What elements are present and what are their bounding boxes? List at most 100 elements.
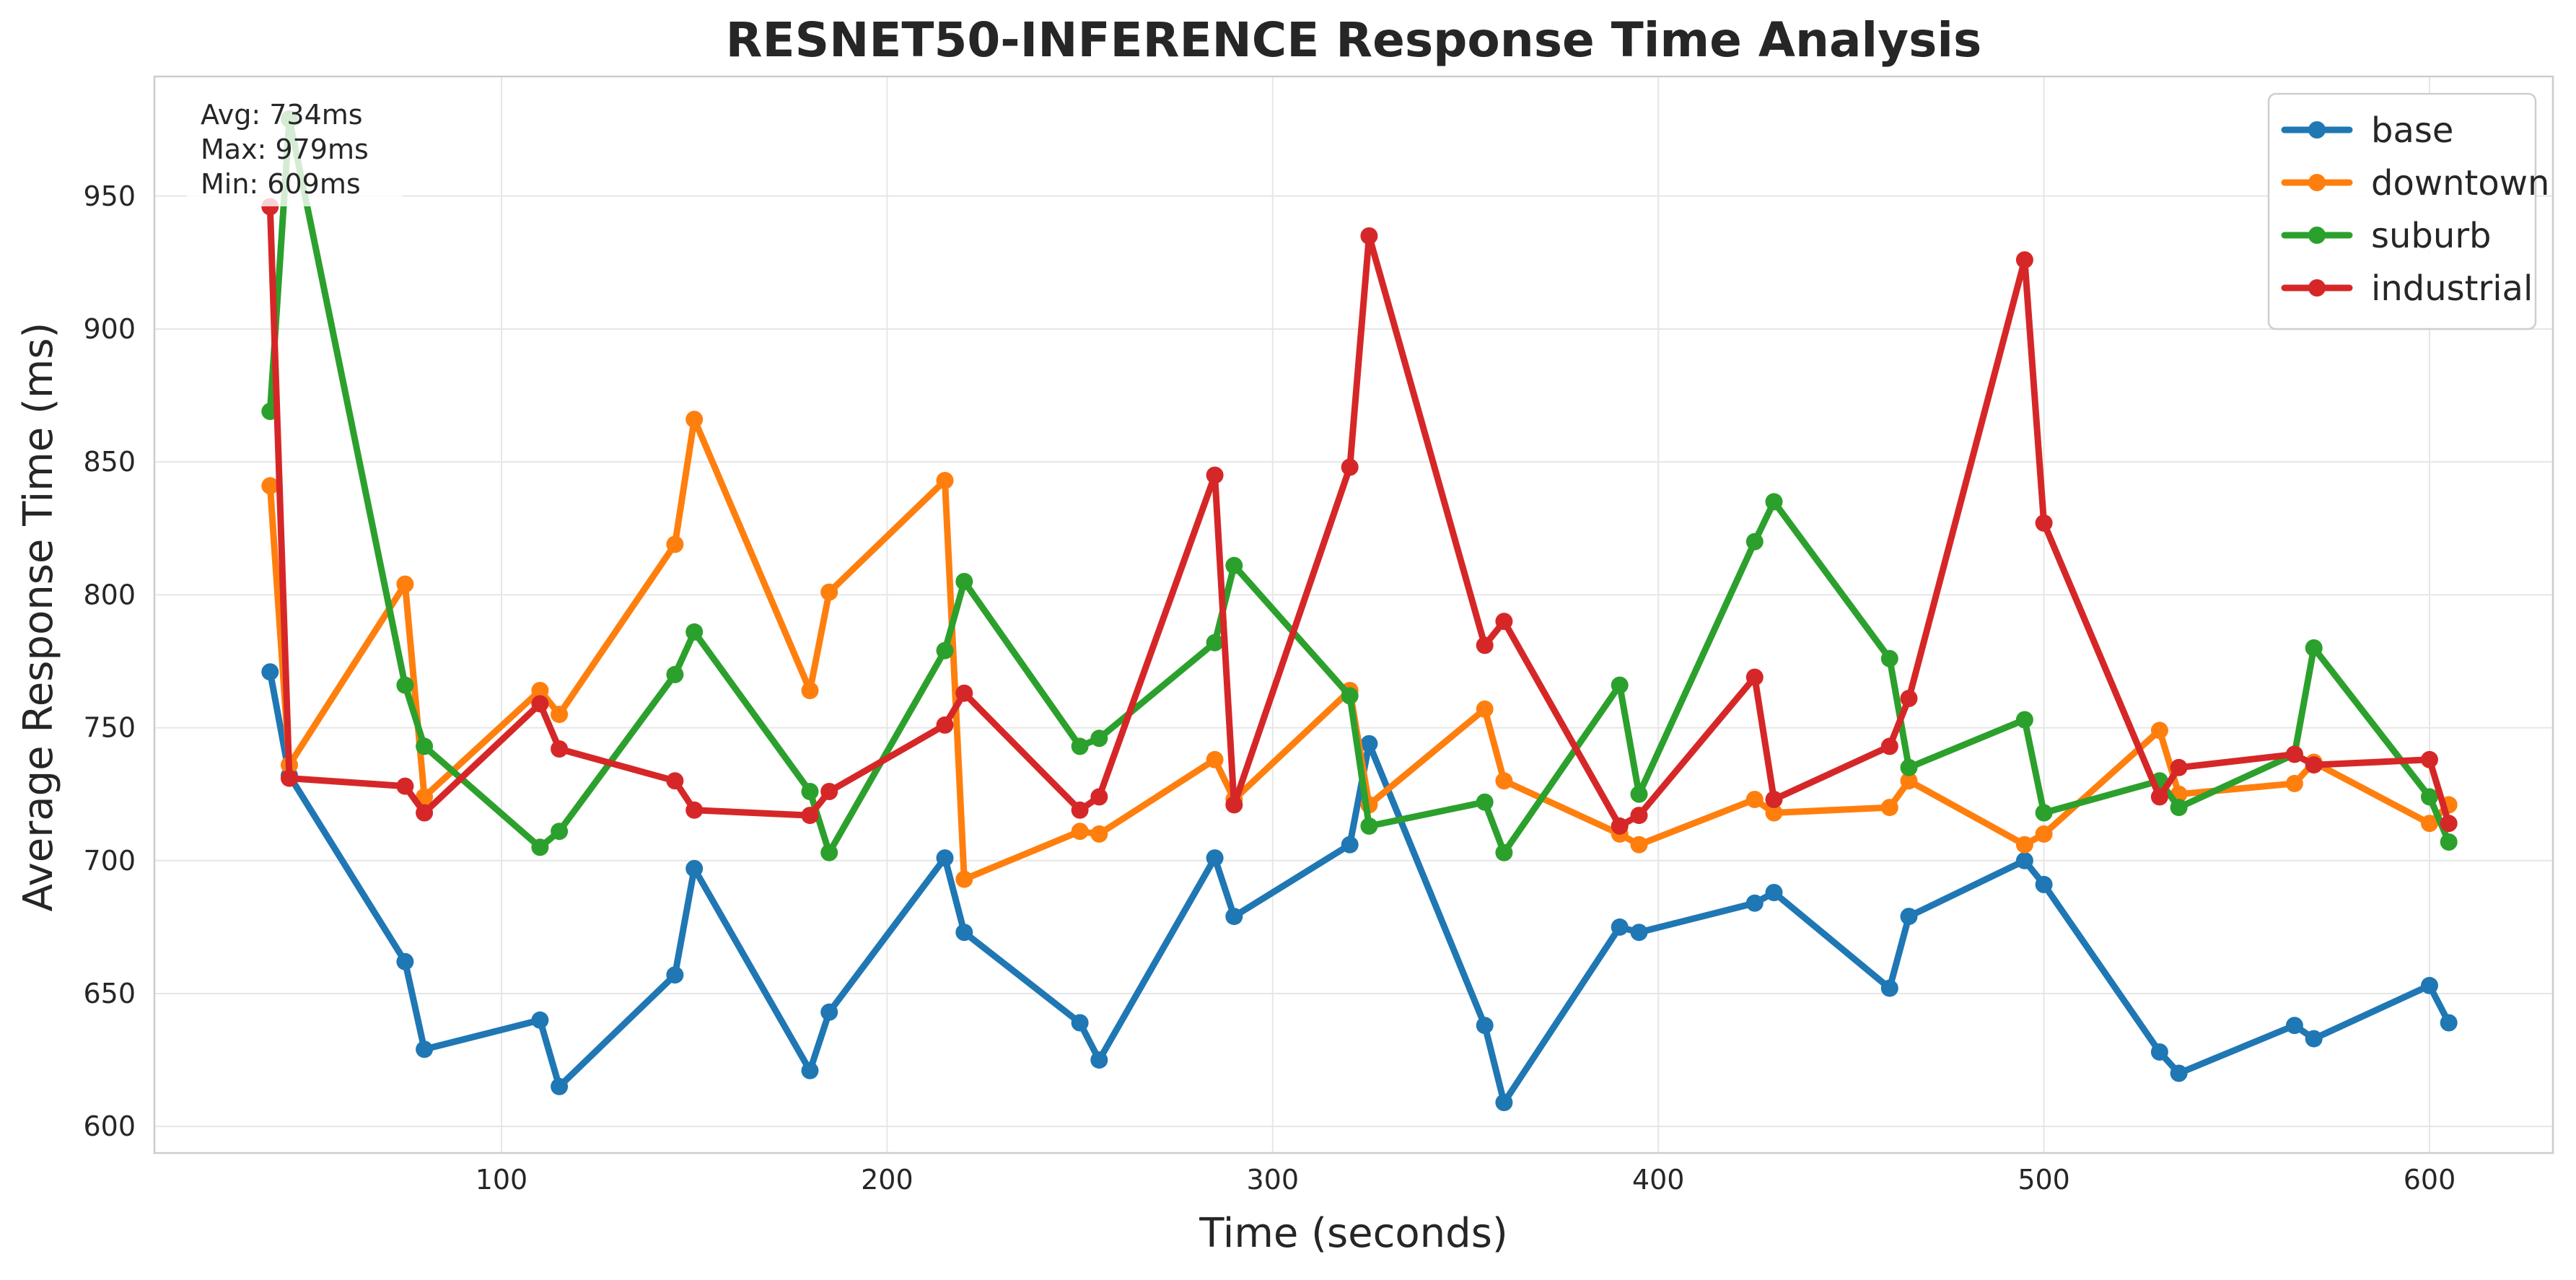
data-point-suburb bbox=[396, 676, 414, 694]
data-point-suburb bbox=[1630, 785, 1648, 803]
data-point-industrial bbox=[2421, 750, 2438, 768]
data-point-base bbox=[1225, 908, 1243, 926]
data-point-base bbox=[551, 1077, 569, 1095]
data-point-base bbox=[1765, 884, 1783, 901]
data-point-base bbox=[1611, 918, 1629, 936]
legend-item-suburb: suburb bbox=[2281, 216, 2492, 256]
y-tick-label: 600 bbox=[83, 1110, 136, 1142]
data-point-suburb bbox=[2421, 788, 2438, 806]
data-point-suburb bbox=[1225, 556, 1243, 574]
data-point-base bbox=[801, 1061, 819, 1079]
data-point-suburb bbox=[1071, 737, 1089, 755]
data-point-industrial bbox=[2440, 815, 2458, 833]
data-point-industrial bbox=[1360, 227, 1378, 245]
data-point-base bbox=[1206, 849, 1224, 867]
data-point-industrial bbox=[955, 684, 973, 702]
legend-label: industrial bbox=[2371, 268, 2533, 309]
legend-marker bbox=[2308, 279, 2326, 297]
data-point-industrial bbox=[531, 695, 549, 713]
series-suburb bbox=[261, 110, 2458, 862]
data-point-base bbox=[1476, 1017, 1494, 1035]
data-point-base bbox=[2285, 1017, 2303, 1035]
series-line-industrial bbox=[266, 203, 2453, 830]
data-point-base bbox=[1745, 894, 1764, 912]
data-point-industrial bbox=[1630, 807, 1648, 825]
data-point-downtown bbox=[1900, 772, 1918, 790]
data-point-base bbox=[2305, 1030, 2323, 1048]
data-point-industrial bbox=[2305, 756, 2323, 774]
data-point-suburb bbox=[2035, 804, 2053, 822]
y-tick-label: 850 bbox=[83, 446, 136, 478]
x-tick-label: 500 bbox=[2018, 1164, 2070, 1196]
data-point-suburb bbox=[2440, 833, 2458, 851]
legend-label: base bbox=[2371, 110, 2453, 151]
data-point-industrial bbox=[1090, 788, 1108, 806]
legend-marker bbox=[2308, 121, 2326, 139]
data-point-base bbox=[531, 1011, 549, 1029]
series-line-base bbox=[266, 668, 2453, 1106]
data-point-industrial bbox=[396, 777, 414, 795]
data-point-industrial bbox=[1745, 668, 1764, 686]
plot-area bbox=[153, 75, 2554, 1154]
data-point-industrial bbox=[801, 807, 819, 825]
data-point-industrial bbox=[820, 783, 838, 800]
y-tick-label: 950 bbox=[83, 180, 136, 212]
stats-box-background bbox=[186, 91, 403, 206]
data-point-base bbox=[1341, 836, 1359, 854]
y-tick-label: 800 bbox=[83, 579, 136, 610]
series-industrial bbox=[261, 198, 2458, 835]
data-point-downtown bbox=[685, 411, 704, 429]
data-point-suburb bbox=[1880, 649, 1898, 667]
data-point-base bbox=[820, 1003, 838, 1021]
data-point-suburb bbox=[666, 665, 684, 683]
data-point-industrial bbox=[685, 801, 704, 819]
data-point-downtown bbox=[551, 706, 569, 724]
data-point-downtown bbox=[416, 788, 434, 806]
data-point-downtown bbox=[2035, 825, 2053, 843]
data-point-suburb bbox=[801, 783, 819, 800]
data-point-base bbox=[2035, 875, 2053, 893]
data-point-downtown bbox=[2285, 774, 2303, 792]
x-axis-label: Time (seconds) bbox=[1199, 1210, 1507, 1257]
data-point-industrial bbox=[1206, 466, 1224, 484]
legend-marker bbox=[2308, 227, 2326, 244]
data-point-industrial bbox=[1341, 458, 1359, 476]
data-point-suburb bbox=[1206, 634, 1224, 652]
data-point-base bbox=[666, 966, 684, 984]
stats-line: Min: 609ms bbox=[201, 168, 361, 200]
data-point-suburb bbox=[416, 737, 434, 755]
data-point-suburb bbox=[936, 641, 954, 659]
data-point-base bbox=[685, 859, 704, 877]
data-point-base bbox=[1900, 908, 1918, 926]
data-point-downtown bbox=[1090, 825, 1108, 843]
y-axis-ticks: 600 650 700 750 800 850 900 950 bbox=[83, 180, 136, 1142]
data-point-suburb bbox=[1360, 817, 1378, 835]
data-point-downtown bbox=[1495, 772, 1513, 790]
data-point-suburb bbox=[531, 838, 549, 856]
data-point-base bbox=[2440, 1014, 2458, 1032]
data-point-base bbox=[936, 849, 954, 867]
data-point-industrial bbox=[551, 740, 569, 758]
data-point-industrial bbox=[1071, 801, 1089, 819]
data-point-industrial bbox=[2015, 251, 2033, 269]
y-axis-label: Average Response Time (ms) bbox=[15, 323, 62, 912]
x-tick-label: 100 bbox=[476, 1164, 528, 1196]
plot-frame bbox=[153, 75, 2554, 1154]
data-point-suburb bbox=[1090, 729, 1108, 748]
data-point-base bbox=[2015, 851, 2033, 869]
legend-item-downtown: downtown bbox=[2281, 163, 2549, 203]
chart-title: RESNET50-INFERENCE Response Time Analysi… bbox=[726, 12, 1982, 68]
stats-line: Avg: 734ms bbox=[201, 99, 363, 131]
data-point-base bbox=[1495, 1094, 1513, 1111]
data-point-base bbox=[2421, 976, 2438, 994]
data-point-suburb bbox=[955, 573, 973, 590]
data-point-base bbox=[2150, 1043, 2168, 1061]
data-point-downtown bbox=[1206, 750, 1224, 768]
series-layer bbox=[261, 110, 2458, 1111]
data-point-downtown bbox=[2421, 815, 2438, 833]
legend-item-base: base bbox=[2281, 110, 2453, 151]
legend-box bbox=[2267, 92, 2537, 330]
data-point-industrial bbox=[1611, 817, 1629, 835]
data-point-downtown bbox=[531, 682, 549, 699]
